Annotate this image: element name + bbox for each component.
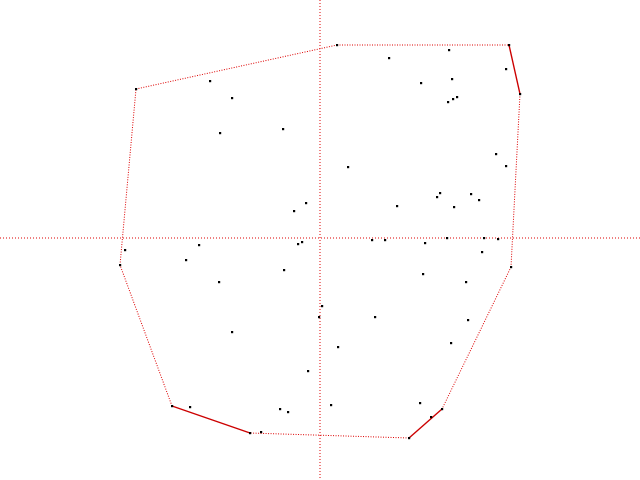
- data-point: [249, 432, 252, 435]
- data-point: [119, 264, 122, 267]
- point-set: [119, 44, 522, 440]
- data-point: [508, 44, 511, 47]
- data-point: [456, 96, 459, 99]
- hull-edge: [135, 44, 338, 90]
- data-point: [374, 316, 377, 319]
- data-point: [282, 128, 285, 131]
- data-point: [450, 342, 453, 345]
- hull-edge: [441, 266, 512, 410]
- data-point: [436, 196, 439, 199]
- data-point: [441, 408, 444, 411]
- data-point: [231, 331, 234, 334]
- data-point: [478, 199, 481, 202]
- data-point: [420, 82, 423, 85]
- hull-edge: [119, 264, 173, 407]
- data-point: [430, 416, 433, 419]
- data-point: [495, 153, 498, 156]
- data-point: [497, 238, 500, 241]
- data-point: [124, 249, 127, 252]
- convex-hull: [119, 44, 521, 439]
- data-point: [519, 93, 522, 96]
- data-point: [419, 402, 422, 405]
- data-point: [301, 241, 304, 244]
- data-point: [424, 242, 427, 245]
- data-point: [209, 80, 212, 83]
- hull-edge: [119, 88, 137, 266]
- data-point: [219, 132, 222, 135]
- data-point: [470, 193, 473, 196]
- data-point: [135, 88, 138, 91]
- data-point: [283, 269, 286, 272]
- data-point: [505, 165, 508, 168]
- data-point: [297, 243, 300, 246]
- data-point: [510, 266, 513, 269]
- data-point: [388, 57, 391, 60]
- data-point: [337, 346, 340, 349]
- data-point: [321, 305, 324, 308]
- data-point: [453, 206, 456, 209]
- data-point: [505, 68, 508, 71]
- data-point: [336, 44, 339, 47]
- data-point: [293, 210, 296, 213]
- data-point: [185, 259, 188, 262]
- data-point: [371, 239, 374, 242]
- data-point: [318, 316, 321, 319]
- data-point: [347, 166, 350, 169]
- hull-edge-emphasized: [171, 405, 251, 434]
- hull-edge: [510, 93, 521, 268]
- data-point: [465, 281, 468, 284]
- data-point: [305, 202, 308, 205]
- data-point: [439, 192, 442, 195]
- data-point: [330, 404, 333, 407]
- data-point: [218, 281, 221, 284]
- data-point: [422, 273, 425, 276]
- hull-edge: [249, 432, 410, 439]
- data-point: [279, 408, 282, 411]
- data-point: [396, 205, 399, 208]
- data-point: [467, 319, 470, 322]
- data-point: [483, 237, 486, 240]
- data-point: [384, 239, 387, 242]
- data-point: [451, 78, 454, 81]
- data-point: [447, 101, 450, 104]
- data-point: [287, 411, 290, 414]
- data-point: [231, 97, 234, 100]
- data-point: [171, 405, 174, 408]
- data-point: [408, 437, 411, 440]
- data-point: [198, 244, 201, 247]
- hull-edge-emphasized: [408, 408, 443, 439]
- data-point: [307, 370, 310, 373]
- data-point: [260, 431, 263, 434]
- data-point: [189, 406, 192, 409]
- data-point: [446, 237, 449, 240]
- data-point: [481, 251, 484, 254]
- data-point: [452, 98, 455, 101]
- data-point: [448, 49, 451, 52]
- hull-edge-emphasized: [508, 44, 521, 95]
